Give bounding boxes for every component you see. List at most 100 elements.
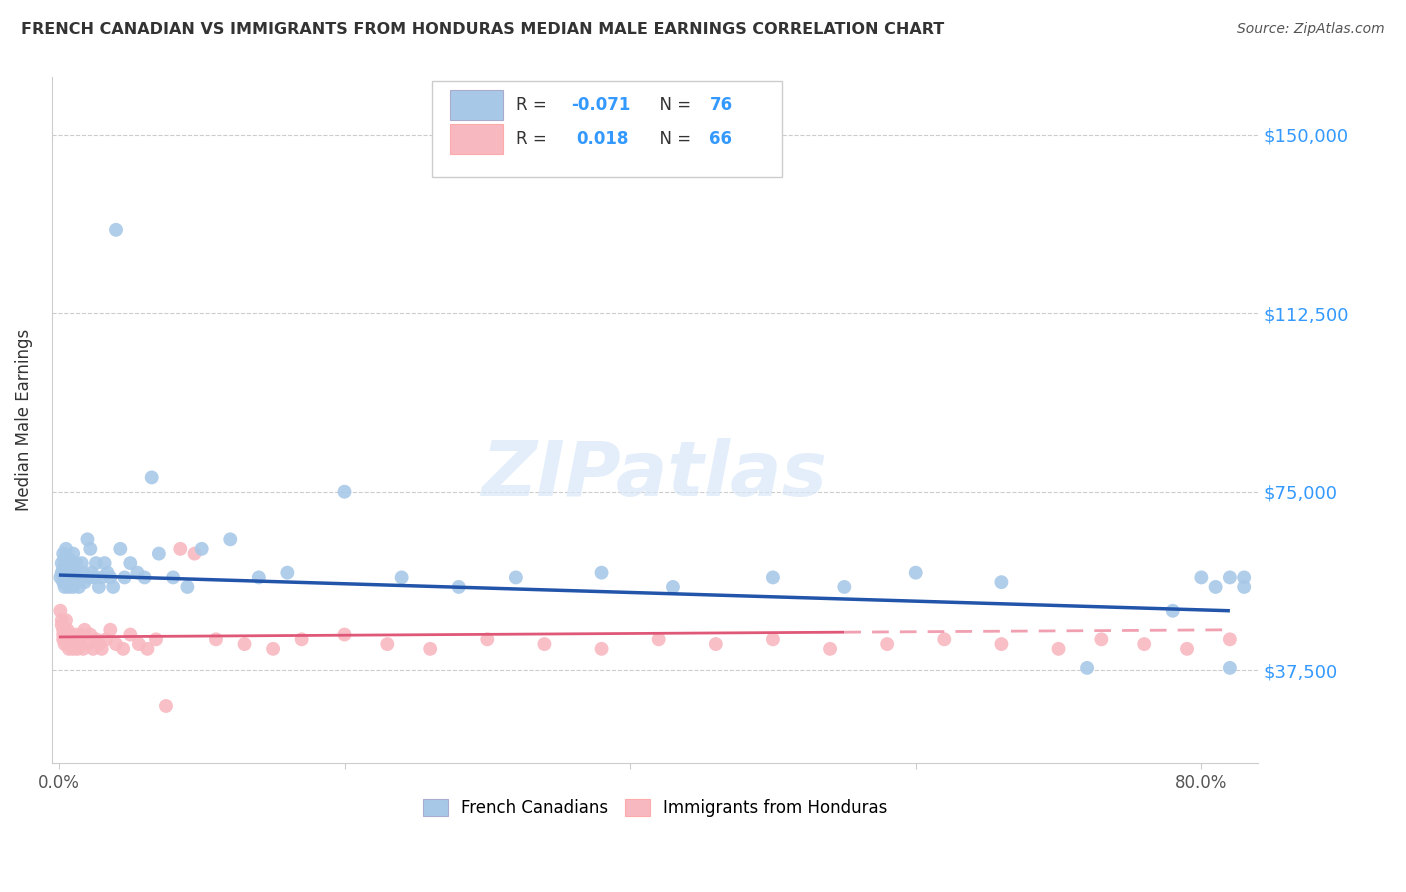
Point [72,566,94,580]
Point [72,641,94,656]
Point [56,575,79,590]
Point [591,641,613,656]
Point [58,632,80,647]
Point [990,575,1012,590]
Point [70,556,93,570]
Point [52,575,75,590]
Point [76,533,98,547]
Point [148,547,170,561]
Point [79,541,101,556]
Point [58,641,80,656]
Point [876,637,898,651]
Point [73,623,96,637]
Point [58,580,80,594]
Point [76,637,98,651]
Point [447,580,470,594]
Point [96,566,118,580]
Point [233,637,256,651]
Point [66,566,89,580]
Point [904,566,927,580]
Point [934,632,956,647]
Point [80,566,103,580]
Point [762,632,785,647]
Point [110,541,132,556]
Point [704,637,727,651]
Point [127,566,149,580]
Point [120,556,142,570]
Point [105,637,128,651]
Point [52,623,75,637]
Point [79,627,101,641]
FancyBboxPatch shape [450,90,503,120]
Point [1076,661,1098,675]
Point [762,570,785,584]
Point [55,613,77,627]
Point [1219,661,1241,675]
Point [114,570,136,584]
Point [56,561,79,575]
Point [65,575,87,590]
Point [477,632,499,647]
Point [60,575,83,590]
Text: 76: 76 [710,95,733,114]
Point [59,637,82,651]
Point [533,637,555,651]
Point [53,623,76,637]
Point [505,570,527,584]
Point [834,580,856,594]
Point [1047,641,1070,656]
Point [58,566,80,580]
Point [183,547,205,561]
Text: R =: R = [516,130,558,148]
Point [333,627,356,641]
Point [120,627,142,641]
Point [1205,580,1227,594]
Point [134,570,156,584]
Point [1189,570,1212,584]
Point [66,641,89,656]
Point [51,618,73,632]
Point [59,556,82,570]
Point [176,580,198,594]
Point [62,632,84,647]
FancyBboxPatch shape [432,81,782,177]
Point [162,570,184,584]
Point [63,570,86,584]
Point [83,570,105,584]
Point [56,623,79,637]
Point [55,541,77,556]
Point [1219,632,1241,647]
Point [59,570,82,584]
Point [219,533,242,547]
Point [375,637,398,651]
Point [60,566,83,580]
Point [93,556,115,570]
Point [98,570,121,584]
Point [1175,641,1198,656]
Point [62,547,84,561]
Point [55,570,77,584]
Point [190,541,212,556]
Point [73,575,96,590]
Point [1133,637,1156,651]
Point [53,566,76,580]
Text: 66: 66 [710,130,733,148]
Point [51,613,73,627]
Point [990,637,1012,651]
Text: N =: N = [650,95,696,114]
Point [69,637,91,651]
Text: R =: R = [516,95,553,114]
Point [67,632,90,647]
Point [52,627,75,641]
Point [53,637,76,651]
Point [90,641,112,656]
Point [262,641,284,656]
Point [52,632,75,647]
Point [60,632,83,647]
Point [67,580,90,594]
Point [55,632,77,647]
Point [53,551,76,566]
Point [51,556,73,570]
Point [291,632,314,647]
Point [1161,604,1184,618]
